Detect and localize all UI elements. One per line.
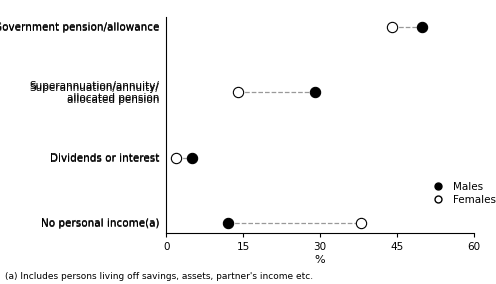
Point — [173, 155, 181, 160]
Point — [357, 221, 365, 225]
Text: Government pension/allowance: Government pension/allowance — [0, 22, 159, 32]
Point — [388, 25, 396, 29]
Text: Dividends or interest: Dividends or interest — [50, 153, 159, 163]
Point — [234, 90, 242, 95]
X-axis label: %: % — [314, 255, 325, 265]
Text: Superannuation/annuity/
allocated pension: Superannuation/annuity/ allocated pensio… — [29, 82, 159, 103]
Point — [188, 155, 196, 160]
Point — [224, 221, 232, 225]
Point — [419, 25, 427, 29]
Text: No personal income(a): No personal income(a) — [41, 218, 159, 228]
Point — [311, 90, 319, 95]
Text: (a) Includes persons living off savings, assets, partner's income etc.: (a) Includes persons living off savings,… — [5, 272, 313, 281]
Legend: Males, Females: Males, Females — [424, 178, 496, 209]
